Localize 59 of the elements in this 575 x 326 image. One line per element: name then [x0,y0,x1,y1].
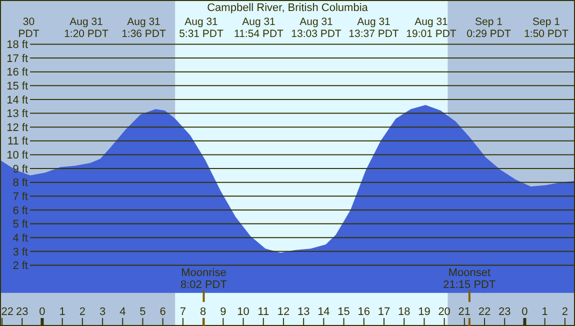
y-tick-label: 2 ft [12,260,28,272]
x-tick-label: 12 [277,306,290,318]
y-tick-label: 14 ft [6,94,28,106]
y-tick-label: 18 ft [6,39,28,52]
x-tick-label: 0 [522,306,528,318]
x-tick-label: 10 [237,306,250,318]
x-tick-label: 20 [438,306,450,318]
y-tick-label: 16 ft [6,66,28,79]
y-tick-label: 11 ft [7,136,28,148]
annotation: 30 PDT [18,16,40,40]
x-tick-label: 2 [79,306,86,318]
y-tick-label: 17 ft [6,52,28,65]
annotation: Aug 31 5:31 PDT [179,16,224,40]
annotation: Aug 31 11:54 PDT [234,16,284,40]
x-tick-label: 23 [498,306,511,318]
y-tick-label: 3 ft [12,246,28,258]
x-tick-label: 1 [542,306,548,318]
x-tick-label: 21 [458,306,471,318]
x-tick-label: 15 [338,306,350,318]
y-tick-label: 5 ft [12,218,28,231]
y-tick-label: 10 ft [6,150,28,162]
annotation: Aug 31 1:20 PDT [64,16,110,40]
x-tick-label: 1 [59,306,66,318]
annotation: Aug 31 19:01 PDT [406,16,457,40]
x-tick-label: 2 [562,306,568,318]
y-tick-label: 8 ft [12,177,28,190]
x-tick-label: 0 [39,306,46,318]
x-tick-label: 22 [478,306,491,318]
x-tick-label: 11 [258,306,270,318]
x-tick-label: 9 [220,306,226,318]
x-tick-label: 6 [160,306,166,318]
y-tick-label: 12 ft [6,122,28,134]
x-tick-label: 22 [1,306,14,318]
x-tick-label: 19 [418,306,430,318]
ref-line-label: Moonrise 8:02 PDT [180,267,228,291]
x-tick-label: 3 [99,306,106,318]
x-tick-label: 16 [358,306,370,318]
y-tick-label: 6 ft [12,204,28,217]
annotation: Sep 1 0:29 PDT [466,16,512,40]
annotation: Aug 31 13:03 PDT [291,16,342,40]
y-tick-label: 13 ft [6,108,28,120]
x-tick-label: 13 [297,306,310,318]
x-tick-label: 14 [318,306,330,318]
y-tick-label: 7 ft [12,191,28,204]
y-tick-label: 9 ft [12,163,28,176]
x-tick-label: 17 [378,306,390,318]
x-tick-label: 18 [398,306,410,318]
y-tick-label: 4 ft [12,232,28,244]
ref-line-label: Moonset 21:15 PDT [443,267,496,291]
x-tick-label: 4 [120,306,126,318]
y-tick-label: 15 ft [6,80,28,92]
annotation: Aug 31 1:36 PDT [122,16,167,40]
annotation: Aug 31 13:37 PDT [348,16,400,40]
annotation: Sep 1 1:50 PDT [524,16,570,40]
x-tick-label: 8 [200,306,206,318]
chart-title: Campbell River, British Columbia [207,2,369,14]
x-tick-label: 7 [180,306,186,318]
x-tick-label: 5 [140,306,146,318]
x-tick-label: 23 [16,306,28,318]
